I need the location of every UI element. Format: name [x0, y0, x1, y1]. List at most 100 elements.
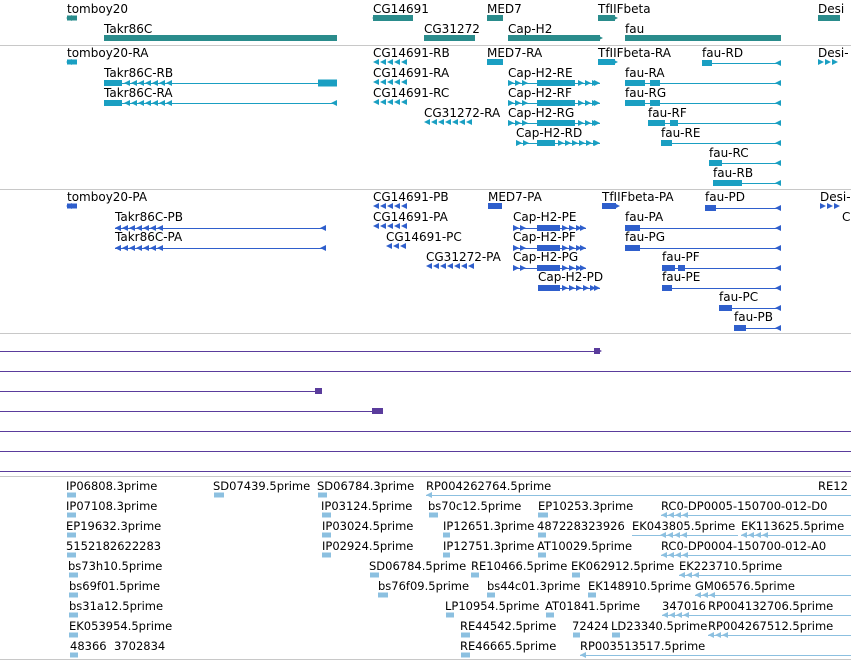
est-glyph[interactable]	[538, 552, 546, 558]
transcript-glyph[interactable]	[508, 120, 514, 126]
transcript-glyph[interactable]	[459, 119, 465, 125]
protein-glyph[interactable]	[157, 225, 163, 231]
protein-glyph[interactable]	[115, 245, 121, 251]
protein-label[interactable]: Takr86C-PB	[115, 210, 184, 224]
protein-glyph[interactable]	[583, 285, 589, 291]
protein-glyph[interactable]	[454, 263, 460, 269]
protein-glyph[interactable]	[820, 203, 826, 209]
protein-glyph[interactable]	[625, 245, 640, 251]
protein-glyph[interactable]	[143, 245, 149, 251]
gene-label[interactable]: Takr86C	[104, 22, 153, 36]
est-glyph[interactable]	[676, 612, 682, 618]
gene-glyph[interactable]	[424, 35, 475, 41]
gene-label[interactable]: tomboy20	[67, 2, 129, 16]
protein-glyph[interactable]	[576, 225, 582, 231]
transcript-glyph[interactable]	[537, 80, 575, 86]
est-glyph[interactable]	[67, 492, 76, 498]
gene-glyph[interactable]	[598, 15, 615, 21]
est-glyph[interactable]	[461, 652, 470, 658]
protein-glyph[interactable]	[834, 203, 840, 209]
transcript-glyph[interactable]	[572, 140, 578, 146]
est-glyph[interactable]	[443, 552, 450, 558]
est-label[interactable]: RE10466.5prime	[471, 559, 568, 573]
transcript-glyph[interactable]	[380, 79, 386, 85]
protein-glyph[interactable]	[576, 285, 582, 291]
est-glyph[interactable]	[214, 492, 224, 498]
est-label[interactable]: EK148910.5prime	[588, 579, 692, 593]
protein-glyph[interactable]	[387, 223, 393, 229]
protein-label[interactable]: Cap-H2-PD	[538, 270, 604, 284]
protein-glyph[interactable]	[662, 265, 675, 271]
est-glyph[interactable]	[370, 572, 379, 578]
gene-glyph[interactable]	[612, 15, 618, 21]
protein-label[interactable]: CG31272-PA	[426, 250, 501, 264]
protein-glyph[interactable]	[719, 305, 732, 311]
transcript-glyph[interactable]	[104, 100, 122, 106]
gene-label[interactable]: Desi	[818, 2, 845, 16]
transcript-glyph[interactable]	[318, 79, 337, 87]
est-label[interactable]: EK043805.5prime	[632, 519, 736, 533]
est-glyph[interactable]	[715, 632, 721, 638]
protein-glyph[interactable]	[625, 225, 640, 231]
protein-glyph[interactable]	[537, 265, 560, 271]
protein-glyph[interactable]	[401, 203, 407, 209]
protein-glyph[interactable]	[594, 285, 600, 291]
transcript-glyph[interactable]	[387, 59, 393, 65]
transcript-glyph[interactable]	[401, 79, 407, 85]
transcript-glyph[interactable]	[438, 119, 444, 125]
transcript-glyph[interactable]	[394, 59, 400, 65]
est-glyph[interactable]	[70, 652, 78, 658]
transcript-glyph[interactable]	[331, 100, 337, 106]
transcript-glyph[interactable]	[145, 100, 151, 106]
est-label[interactable]: EP10253.3prime	[538, 499, 634, 513]
transcript-label[interactable]: fau-RE	[661, 126, 701, 140]
transcript-glyph[interactable]	[775, 160, 781, 166]
transcript-label[interactable]: CG31272-RA	[424, 106, 501, 120]
gene-glyph[interactable]	[625, 35, 781, 41]
est-glyph[interactable]	[675, 512, 681, 518]
protein-glyph[interactable]	[66, 203, 72, 209]
transcript-label[interactable]: fau-RA	[625, 66, 665, 80]
transcript-glyph[interactable]	[578, 80, 584, 86]
est-label[interactable]: 487228323926	[537, 519, 625, 533]
transcript-label[interactable]: tomboy20-RA	[67, 46, 149, 60]
transcript-label[interactable]: Cap-H2-RD	[516, 126, 583, 140]
transcript-glyph[interactable]	[585, 80, 591, 86]
est-glyph[interactable]	[322, 552, 331, 558]
transcript-glyph[interactable]	[598, 59, 615, 65]
protein-label[interactable]: Cap-H2-PF	[513, 230, 576, 244]
gene-glyph[interactable]	[373, 15, 413, 21]
protein-label[interactable]: Cap-H2-PG	[513, 250, 579, 264]
est-glyph[interactable]	[69, 592, 78, 598]
gene-label[interactable]: CG31272	[424, 22, 480, 36]
transcript-glyph[interactable]	[592, 80, 598, 86]
gene-label[interactable]: TfIIFbeta	[598, 2, 651, 16]
est-label[interactable]: AT10029.5prime	[537, 539, 633, 553]
transcript-label[interactable]: Cap-H2-RE	[508, 66, 573, 80]
transcript-glyph[interactable]	[537, 140, 555, 146]
protein-glyph[interactable]	[569, 265, 575, 271]
est-label[interactable]: 5152182622283	[66, 539, 162, 553]
est-label[interactable]: GM06576.5prime	[695, 579, 795, 593]
protein-glyph[interactable]	[562, 245, 568, 251]
protein-glyph[interactable]	[447, 263, 453, 269]
transcript-glyph[interactable]	[66, 59, 72, 65]
protein-glyph[interactable]	[386, 243, 392, 249]
protein-glyph[interactable]	[150, 225, 156, 231]
protein-glyph[interactable]	[569, 245, 575, 251]
transcript-glyph[interactable]	[775, 140, 781, 146]
protein-glyph[interactable]	[538, 285, 544, 291]
transcript-glyph[interactable]	[159, 80, 165, 86]
transcript-glyph[interactable]	[138, 80, 144, 86]
transcript-label[interactable]: TfIIFbeta-RA	[598, 46, 671, 60]
gene-glyph[interactable]	[597, 35, 603, 41]
transcript-label[interactable]: fau-RC	[709, 146, 749, 160]
est-label[interactable]: IP02924.5prime	[322, 539, 414, 553]
est-glyph[interactable]	[674, 532, 680, 538]
protein-glyph[interactable]	[520, 245, 526, 251]
est-glyph[interactable]	[318, 492, 327, 498]
est-label[interactable]: IP07108.3prime	[66, 499, 158, 513]
transcript-glyph[interactable]	[775, 80, 781, 86]
est-glyph[interactable]	[668, 552, 674, 558]
est-glyph[interactable]	[69, 612, 78, 618]
